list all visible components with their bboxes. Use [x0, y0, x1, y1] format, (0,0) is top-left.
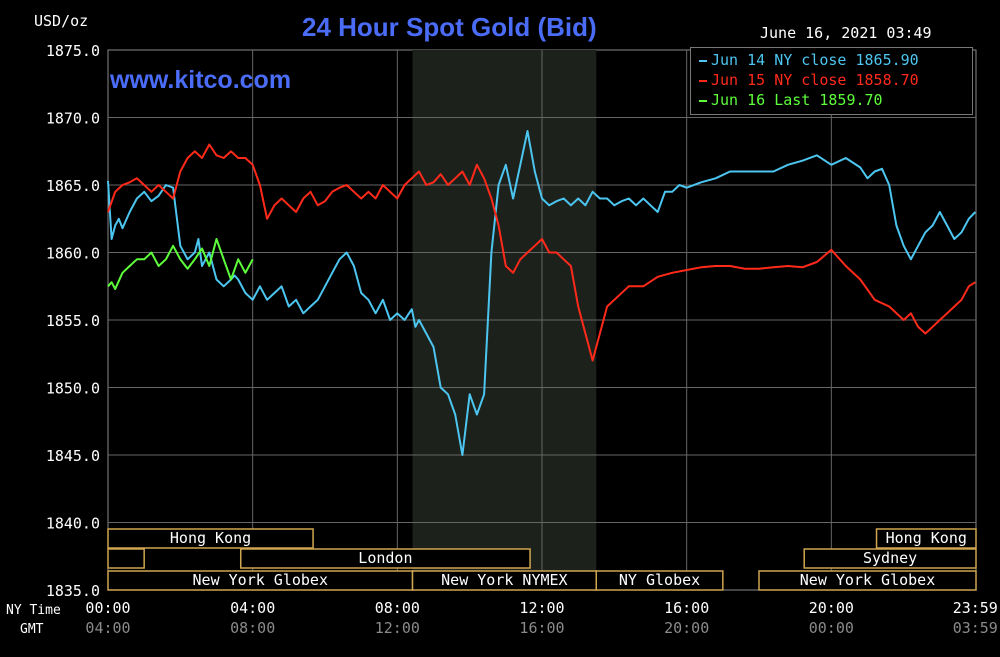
y-tick-label: 1865.0 [46, 177, 100, 195]
y-tick-label: 1870.0 [46, 110, 100, 128]
x-tick-label-ny: 16:00 [664, 599, 709, 617]
session-bar [875, 528, 977, 549]
x-tick-label-ny: 00:00 [85, 599, 130, 617]
session-label: Sydney [863, 549, 917, 567]
x-tick-label-ny: 20:00 [809, 599, 854, 617]
legend-item-jun16: Jun 16 Last 1859.70 [711, 91, 883, 109]
unit-label: USD/oz [34, 12, 89, 30]
session-bar [107, 548, 145, 569]
ny-time-row-label: NY Time [6, 603, 61, 618]
session-label: London [358, 549, 412, 567]
series-line-jun15 [107, 143, 976, 362]
session-label: Hong Kong [886, 529, 967, 547]
y-tick-label: 1835.0 [46, 582, 100, 600]
x-tick-label-ny: 23:59 [953, 599, 998, 617]
x-tick-label-gmt: 03:59 [953, 619, 998, 637]
x-tick-label-gmt: 16:00 [519, 619, 564, 637]
x-tick-label-ny: 12:00 [519, 599, 564, 617]
chart-title: 24 Hour Spot Gold (Bid) [302, 12, 597, 42]
x-tick-label-gmt: 12:00 [375, 619, 420, 637]
session-label: New York Globex [800, 571, 935, 589]
website-label: www.kitco.com [110, 66, 292, 94]
session-label: NY Globex [619, 571, 700, 589]
session-bar [595, 570, 724, 591]
y-tick-label: 1855.0 [46, 312, 100, 330]
x-tick-label-gmt: 20:00 [664, 619, 709, 637]
gmt-row-label: GMT [20, 622, 44, 637]
legend-swatch-jun16 [699, 100, 707, 102]
legend: Jun 14 NY close 1865.90 Jun 15 NY close … [690, 47, 973, 115]
session-label: New York NYMEX [441, 571, 567, 589]
session-bar [803, 548, 977, 569]
legend-item-jun14: Jun 14 NY close 1865.90 [711, 51, 919, 69]
legend-item-jun15: Jun 15 NY close 1858.70 [711, 71, 919, 89]
session-bar [107, 528, 314, 549]
session-label: Hong Kong [170, 529, 251, 547]
legend-swatch-jun14 [699, 60, 707, 62]
session-label: New York Globex [193, 571, 328, 589]
x-tick-label-gmt: 00:00 [809, 619, 854, 637]
session-bar [758, 570, 977, 591]
x-tick-label-gmt: 08:00 [230, 619, 275, 637]
session-bar [239, 548, 531, 569]
series-line-jun14 [107, 130, 977, 456]
y-tick-label: 1860.0 [46, 245, 100, 263]
y-tick-label: 1845.0 [46, 447, 100, 465]
chart-datetime: June 16, 2021 03:49 [760, 24, 932, 42]
x-tick-label-ny: 04:00 [230, 599, 275, 617]
y-tick-label: 1850.0 [46, 380, 100, 398]
x-tick-label-gmt: 04:00 [85, 619, 130, 637]
legend-swatch-jun15 [699, 80, 707, 82]
x-tick-label-ny: 08:00 [375, 599, 420, 617]
y-tick-label: 1840.0 [46, 515, 100, 533]
y-tick-label: 1875.0 [46, 42, 100, 60]
series-line-jun16 [107, 238, 254, 290]
